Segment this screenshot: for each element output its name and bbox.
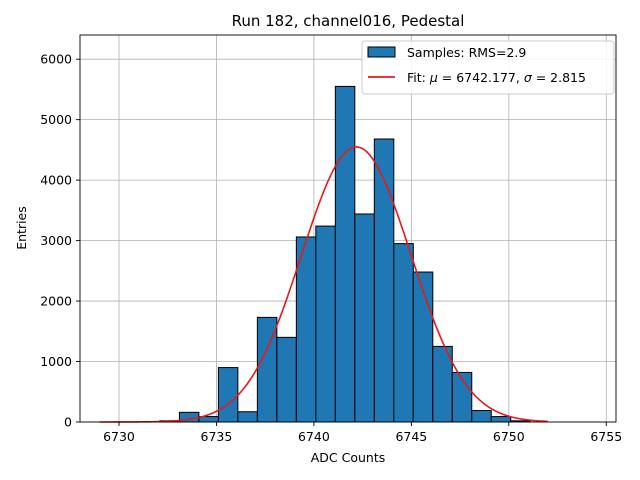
legend-sigma-value: = 2.815 — [532, 70, 586, 85]
x-tick-label: 6735 — [201, 429, 233, 444]
histogram-bar — [237, 411, 258, 423]
histogram-bar — [334, 85, 356, 423]
x-axis-label: ADC Counts — [311, 450, 386, 465]
x-tick-label: 6745 — [395, 429, 427, 444]
y-tick-label: 0 — [64, 415, 72, 430]
y-tick-label: 6000 — [40, 52, 72, 67]
y-tick-label: 5000 — [40, 112, 72, 127]
y-axis-label: Entries — [14, 206, 29, 250]
histogram-bar — [354, 213, 375, 423]
legend-box — [361, 40, 615, 95]
chart-title: Run 182, channel016, Pedestal — [232, 12, 465, 30]
legend-swatch-samples — [367, 46, 396, 58]
legend-sigma-symbol: σ — [524, 70, 533, 85]
x-tick-label: 6740 — [298, 429, 330, 444]
legend-mu-symbol: μ — [429, 70, 438, 85]
histogram-bar — [217, 367, 239, 423]
legend-label-fit: Fit: μ = 6742.177, σ = 2.815 — [407, 70, 586, 85]
legend-label-samples: Samples: RMS=2.9 — [407, 45, 526, 60]
x-tick-label: 6755 — [590, 429, 622, 444]
fit-curve — [99, 146, 548, 423]
x-tick-label: 6750 — [493, 429, 525, 444]
histogram-bar — [471, 410, 492, 423]
legend: Samples: RMS=2.9 Fit: μ = 6742.177, σ = … — [361, 40, 615, 95]
histogram-bar — [276, 336, 297, 423]
y-tick-label: 3000 — [40, 233, 72, 248]
y-tick-label: 2000 — [40, 294, 72, 309]
plot-frame — [79, 34, 617, 423]
histogram-bar — [315, 225, 336, 423]
histogram-bar — [490, 416, 512, 423]
y-tick-label: 1000 — [40, 354, 72, 369]
histogram-bar — [393, 243, 414, 423]
histogram-bars — [159, 85, 531, 423]
histogram-bar — [295, 236, 317, 423]
legend-mu-value: = 6742.177, — [438, 70, 524, 85]
x-axis-ticks: 6730 6735 6740 6745 6750 6755 — [103, 422, 622, 444]
x-tick-label: 6730 — [103, 429, 135, 444]
y-axis-ticks: 0 1000 2000 3000 4000 5000 6000 — [40, 52, 80, 430]
histogram-bar — [412, 271, 434, 423]
y-tick-label: 4000 — [40, 173, 72, 188]
legend-fit-prefix: Fit: — [407, 70, 430, 85]
